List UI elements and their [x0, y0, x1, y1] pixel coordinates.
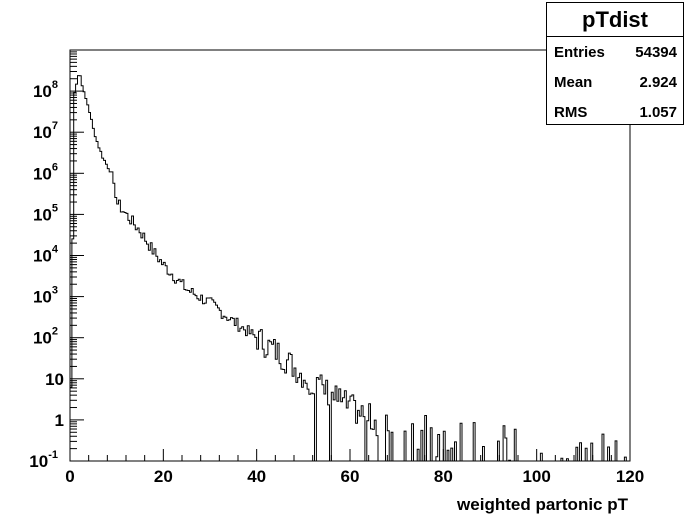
y-tick-label: 10-1: [29, 449, 58, 471]
stats-title: pTdist: [547, 3, 683, 37]
stats-box: pTdist Entries 54394 Mean 2.924 RMS 1.05…: [546, 2, 684, 125]
y-tick-label: 102: [33, 326, 58, 348]
stats-value: 54394: [635, 44, 677, 61]
x-tick-label: 20: [154, 467, 173, 486]
y-tick-label: 105: [33, 202, 58, 224]
x-tick-label: 80: [434, 467, 453, 486]
x-tick-label: 40: [247, 467, 266, 486]
x-tick-label: 60: [341, 467, 360, 486]
y-tick-label: 10: [45, 370, 64, 389]
stats-label: RMS: [554, 104, 588, 121]
x-axis-label: weighted partonic pT: [456, 495, 629, 514]
stats-row-rms: RMS 1.057: [547, 97, 683, 127]
y-tick-label: 106: [33, 161, 58, 183]
x-tick-label: 100: [522, 467, 550, 486]
stats-row-entries: Entries 54394: [547, 37, 683, 67]
stats-label: Entries: [554, 44, 605, 61]
x-tick-label: 120: [616, 467, 644, 486]
x-tick-label: 0: [65, 467, 74, 486]
plot-frame: [69, 49, 631, 462]
stats-value: 1.057: [639, 104, 677, 121]
y-tick-label: 107: [33, 120, 58, 142]
y-tick-label: 1: [55, 411, 64, 430]
y-tick-label: 104: [33, 244, 59, 266]
x-axis-ticks: 0 20 40 60 80 100 120: [65, 449, 644, 486]
stats-value: 2.924: [639, 74, 677, 91]
y-tick-label: 108: [33, 79, 58, 101]
stats-label: Mean: [554, 74, 593, 91]
stats-row-mean: Mean 2.924: [547, 67, 683, 97]
y-tick-label: 103: [33, 285, 58, 307]
histogram-line: [69, 75, 630, 462]
